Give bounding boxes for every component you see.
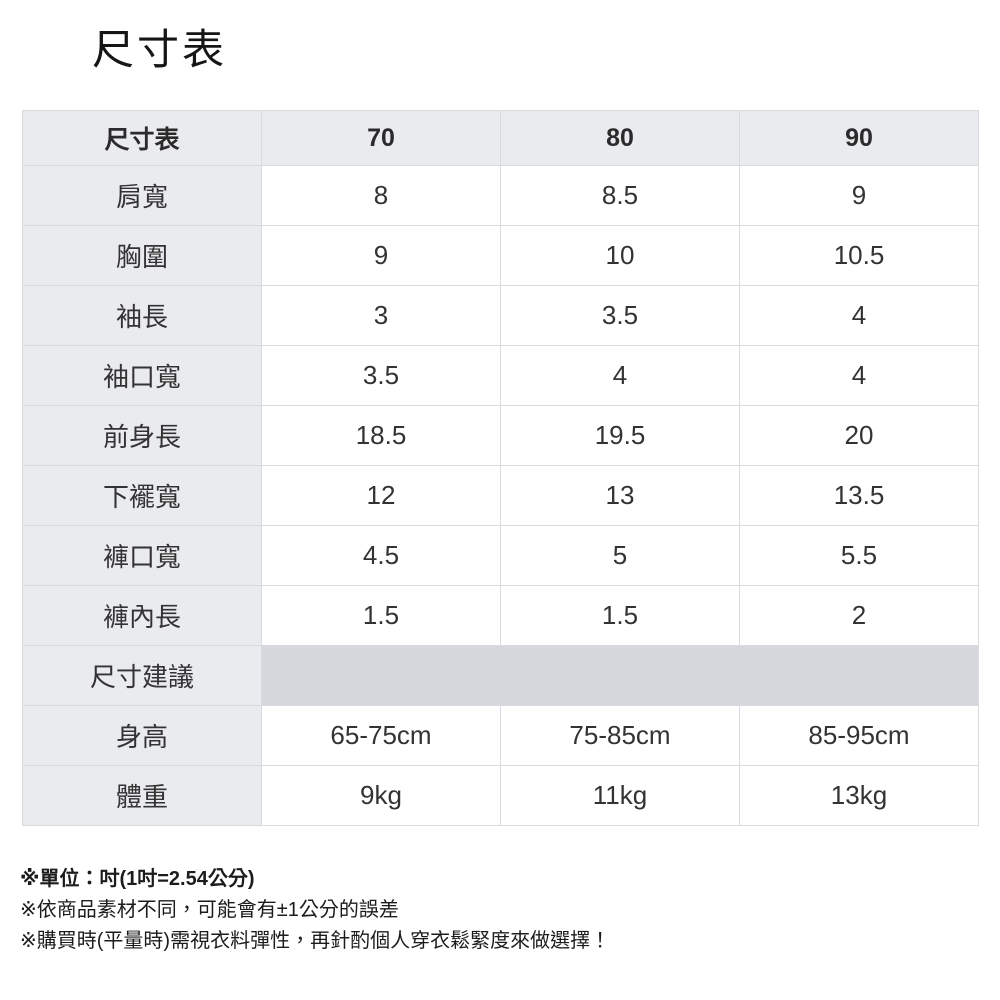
size-value-cell: 3.5 [261, 345, 501, 407]
header-cell-size-90: 90 [739, 110, 979, 167]
table-row: 袖口寬 3.5 4 4 [22, 345, 979, 407]
table-row: 褲口寬 4.5 5 5.5 [22, 525, 979, 587]
size-value-cell: 8 [261, 165, 501, 227]
row-label: 前身長 [22, 405, 262, 467]
table-row: 袖長 3 3.5 4 [22, 285, 979, 347]
table-row: 身高 65-75cm 75-85cm 85-95cm [22, 705, 979, 767]
footnotes: ※單位：吋(1吋=2.54公分) ※依商品素材不同，可能會有±1公分的誤差 ※購… [20, 868, 1000, 952]
size-value-cell: 13.5 [739, 465, 979, 527]
table-row: 褲內長 1.5 1.5 2 [22, 585, 979, 647]
size-value-cell: 4 [739, 345, 979, 407]
table-row: 肩寬 8 8.5 9 [22, 165, 979, 227]
size-value-cell: 5.5 [739, 525, 979, 587]
note-purchase: ※購買時(平量時)需視衣料彈性，再針酌個人穿衣鬆緊度來做選擇！ [20, 930, 611, 953]
size-value-cell: 3 [261, 285, 501, 347]
size-value-cell: 10 [500, 225, 740, 287]
row-label: 尺寸建議 [22, 645, 262, 707]
header-cell-metric: 尺寸表 [22, 110, 262, 167]
size-value-cell: 4 [500, 345, 740, 407]
size-value-cell: 4 [739, 285, 979, 347]
size-value-cell: 19.5 [500, 405, 740, 467]
row-label: 肩寬 [22, 165, 262, 227]
size-value-cell: 1.5 [500, 585, 740, 647]
size-suggestion-band [261, 645, 979, 707]
note-material: ※依商品素材不同，可能會有±1公分的誤差 [20, 899, 399, 922]
size-value-cell: 65-75cm [261, 705, 501, 767]
size-value-cell: 3.5 [500, 285, 740, 347]
size-value-cell: 75-85cm [500, 705, 740, 767]
row-label: 下襬寬 [22, 465, 262, 527]
size-value-cell: 10.5 [739, 225, 979, 287]
page-title: 尺寸表 [92, 26, 228, 73]
header-cell-size-70: 70 [261, 110, 501, 167]
row-label: 褲內長 [22, 585, 262, 647]
row-label: 袖口寬 [22, 345, 262, 407]
size-value-cell: 11kg [500, 765, 740, 827]
row-label: 褲口寬 [22, 525, 262, 587]
size-value-cell: 20 [739, 405, 979, 467]
size-value-cell: 13kg [739, 765, 979, 827]
size-value-cell: 5 [500, 525, 740, 587]
table-row: 前身長 18.5 19.5 20 [22, 405, 979, 467]
table-header-row: 尺寸表 70 80 90 [22, 110, 979, 167]
size-value-cell: 4.5 [261, 525, 501, 587]
row-label: 體重 [22, 765, 262, 827]
row-label: 身高 [22, 705, 262, 767]
note-unit: ※單位：吋(1吋=2.54公分) [20, 868, 255, 891]
row-label: 袖長 [22, 285, 262, 347]
table-row: 體重 9kg 11kg 13kg [22, 765, 979, 827]
size-value-cell: 1.5 [261, 585, 501, 647]
size-table: 尺寸表 70 80 90 肩寬 8 8.5 9 胸圍 9 10 10.5 袖長 3 3.5 4 袖口寬 3… [22, 110, 979, 827]
size-value-cell: 8.5 [500, 165, 740, 227]
size-value-cell: 9 [739, 165, 979, 227]
size-value-cell: 9 [261, 225, 501, 287]
size-value-cell: 18.5 [261, 405, 501, 467]
table-row: 下襬寬 12 13 13.5 [22, 465, 979, 527]
size-value-cell: 13 [500, 465, 740, 527]
size-value-cell: 9kg [261, 765, 501, 827]
row-label: 胸圍 [22, 225, 262, 287]
table-row: 胸圍 9 10 10.5 [22, 225, 979, 287]
header-cell-size-80: 80 [500, 110, 740, 167]
size-value-cell: 85-95cm [739, 705, 979, 767]
size-value-cell: 2 [739, 585, 979, 647]
size-value-cell: 12 [261, 465, 501, 527]
table-row: 尺寸建議 [22, 645, 979, 707]
